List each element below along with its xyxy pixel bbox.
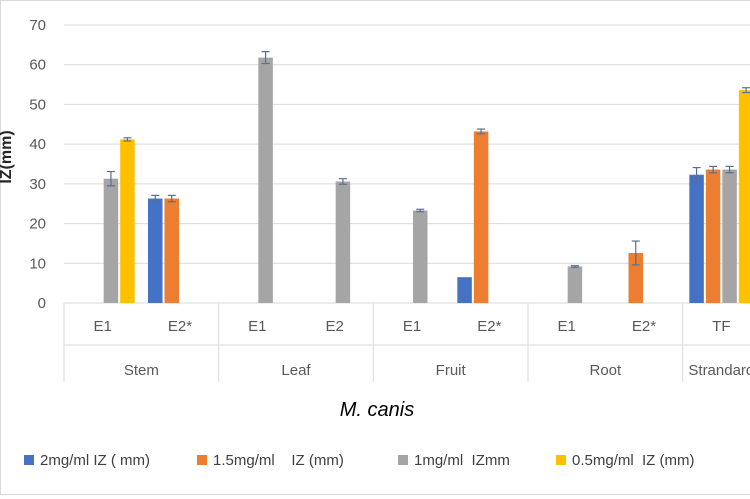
x-group-label: Strandard — [688, 362, 750, 379]
y-tick-label: 70 — [29, 17, 46, 34]
legend-swatch — [197, 455, 207, 465]
y-tick-label: 0 — [38, 295, 46, 312]
x-category-label: E1 — [248, 318, 266, 335]
y-tick-label: 20 — [29, 216, 46, 233]
y-axis-label: IZ(mm) — [0, 130, 15, 183]
x-category-label: E2* — [632, 318, 656, 335]
legend-swatch — [24, 455, 34, 465]
bar — [258, 57, 273, 303]
bar — [103, 178, 119, 303]
legend-label: 1mg/ml IZmm — [414, 452, 510, 469]
bar — [689, 174, 704, 303]
x-category-label: E2 — [325, 318, 343, 335]
y-tick-label: 60 — [29, 57, 46, 74]
y-tick-label: 50 — [29, 96, 46, 113]
x-category-label: E1 — [403, 318, 421, 335]
x-category-label: TF — [712, 318, 730, 335]
bar — [413, 210, 428, 303]
x-category-label: E2* — [168, 318, 192, 335]
bar — [148, 198, 163, 303]
bar — [335, 181, 351, 303]
bar — [120, 139, 135, 303]
y-tick-label: 40 — [29, 136, 46, 153]
x-group-label: Fruit — [436, 362, 467, 379]
bar — [705, 169, 721, 303]
bar — [457, 277, 472, 303]
bar — [738, 90, 750, 303]
x-category-label: E1 — [557, 318, 575, 335]
x-axis-title: M. canis — [340, 399, 414, 421]
x-group-label: Stem — [124, 362, 159, 379]
y-tick-label: 30 — [29, 176, 46, 193]
bar — [722, 169, 737, 303]
x-category-label: E2* — [477, 318, 501, 335]
y-tick-label: 10 — [29, 255, 46, 272]
bar — [567, 266, 583, 303]
x-group-label: Root — [589, 362, 622, 379]
legend-label: 2mg/ml IZ ( mm) — [40, 452, 150, 469]
legend-label: 0.5mg/ml IZ (mm) — [572, 452, 695, 469]
bar — [164, 198, 179, 303]
legend-label: 1.5mg/ml IZ (mm) — [213, 452, 344, 469]
legend-swatch — [556, 455, 566, 465]
legend-swatch — [398, 455, 408, 465]
x-category-label: E1 — [93, 318, 111, 335]
bar — [473, 131, 489, 303]
x-group-label: Leaf — [281, 362, 311, 379]
